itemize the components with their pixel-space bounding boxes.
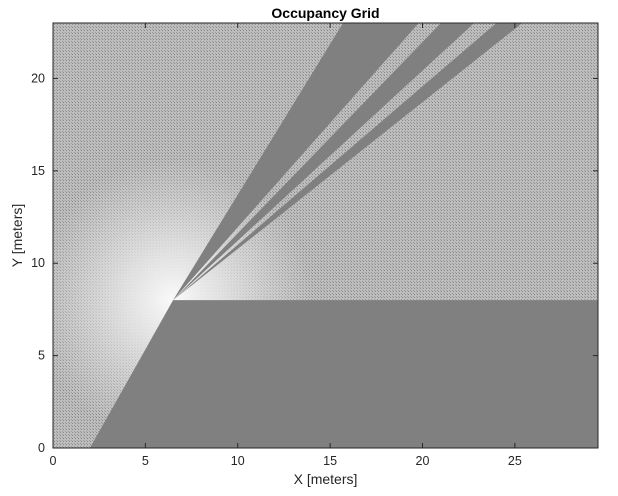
y-axis-ticks: 0 5 10 15 20 [31,71,598,455]
y-tick-label: 5 [38,349,45,363]
y-axis-label: Y [meters] [9,204,25,268]
occupied-regions [89,23,598,448]
x-axis-ticks: 0 5 10 15 20 25 [50,23,522,468]
y-tick-label: 0 [38,441,45,455]
chart-title: Occupancy Grid [271,5,379,21]
occupied-region-3 [173,23,523,301]
occupied-region-0 [89,300,598,448]
x-tick-label: 5 [142,454,149,468]
x-tick-label: 20 [416,454,430,468]
axes-frame [52,22,599,449]
occupied-region-1 [173,23,419,301]
x-axis-label: X [meters] [294,471,358,487]
x-tick-label: 25 [508,454,522,468]
x-tick-label: 0 [50,454,57,468]
x-tick-label: 15 [323,454,337,468]
x-tick-label: 10 [231,454,245,468]
occupied-region-2 [173,23,475,301]
y-tick-label: 20 [31,71,45,85]
y-tick-label: 15 [31,164,45,178]
plot-area [53,23,598,448]
y-tick-label: 10 [31,256,45,270]
